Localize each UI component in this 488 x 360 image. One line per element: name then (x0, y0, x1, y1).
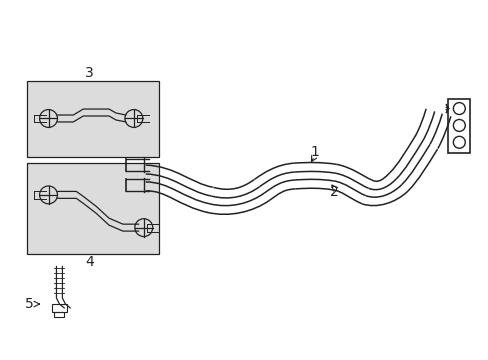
Bar (54, 312, 64, 317)
Bar (51, 304, 67, 312)
Bar (27, 81, 158, 157)
Bar (27, 163, 158, 255)
Text: 1: 1 (309, 145, 318, 159)
Text: 3: 3 (84, 66, 93, 80)
Bar (447, 99, 469, 153)
Text: 5: 5 (25, 297, 34, 311)
Text: 2: 2 (329, 185, 338, 199)
Text: 4: 4 (84, 255, 93, 269)
